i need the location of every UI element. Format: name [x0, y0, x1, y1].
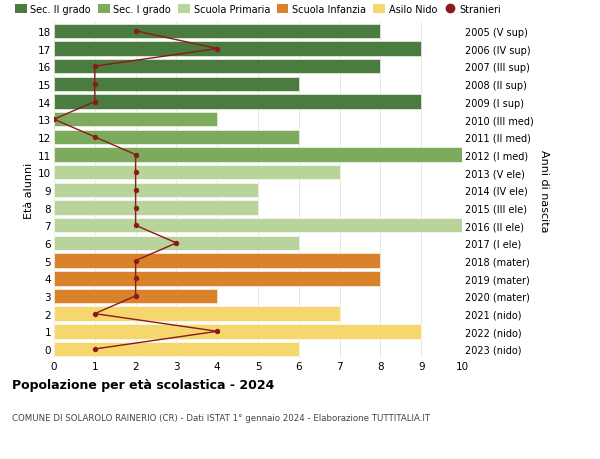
Bar [54, 60, 380, 74]
Point [131, 275, 140, 282]
Y-axis label: Anni di nascita: Anni di nascita [539, 149, 549, 232]
Bar [54, 78, 299, 92]
Bar [54, 148, 462, 162]
Bar [54, 130, 299, 145]
Point [131, 293, 140, 300]
Bar [54, 183, 258, 198]
Point [90, 134, 100, 141]
Point [90, 346, 100, 353]
Point [90, 99, 100, 106]
Point [90, 310, 100, 318]
Y-axis label: Età alunni: Età alunni [24, 162, 34, 218]
Point [131, 204, 140, 212]
Point [131, 151, 140, 159]
Bar [54, 24, 380, 39]
Bar [54, 95, 421, 110]
Legend: Sec. II grado, Sec. I grado, Scuola Primaria, Scuola Infanzia, Asilo Nido, Stran: Sec. II grado, Sec. I grado, Scuola Prim… [11, 1, 505, 19]
Point [212, 328, 222, 335]
Bar [54, 201, 258, 215]
Bar [54, 271, 380, 286]
Bar [54, 236, 299, 251]
Bar [54, 342, 299, 357]
Bar [54, 289, 217, 303]
Bar [54, 325, 421, 339]
Point [90, 63, 100, 71]
Bar [54, 307, 340, 321]
Text: Popolazione per età scolastica - 2024: Popolazione per età scolastica - 2024 [12, 379, 274, 392]
Bar [54, 42, 421, 56]
Point [212, 46, 222, 53]
Bar [54, 218, 462, 233]
Point [131, 222, 140, 230]
Bar [54, 166, 340, 180]
Point [131, 257, 140, 265]
Point [131, 187, 140, 194]
Text: COMUNE DI SOLAROLO RAINERIO (CR) - Dati ISTAT 1° gennaio 2024 - Elaborazione TUT: COMUNE DI SOLAROLO RAINERIO (CR) - Dati … [12, 413, 430, 422]
Point [172, 240, 181, 247]
Point [49, 116, 59, 123]
Bar [54, 113, 217, 127]
Point [131, 169, 140, 177]
Bar [54, 254, 380, 268]
Point [90, 81, 100, 88]
Point [131, 28, 140, 35]
